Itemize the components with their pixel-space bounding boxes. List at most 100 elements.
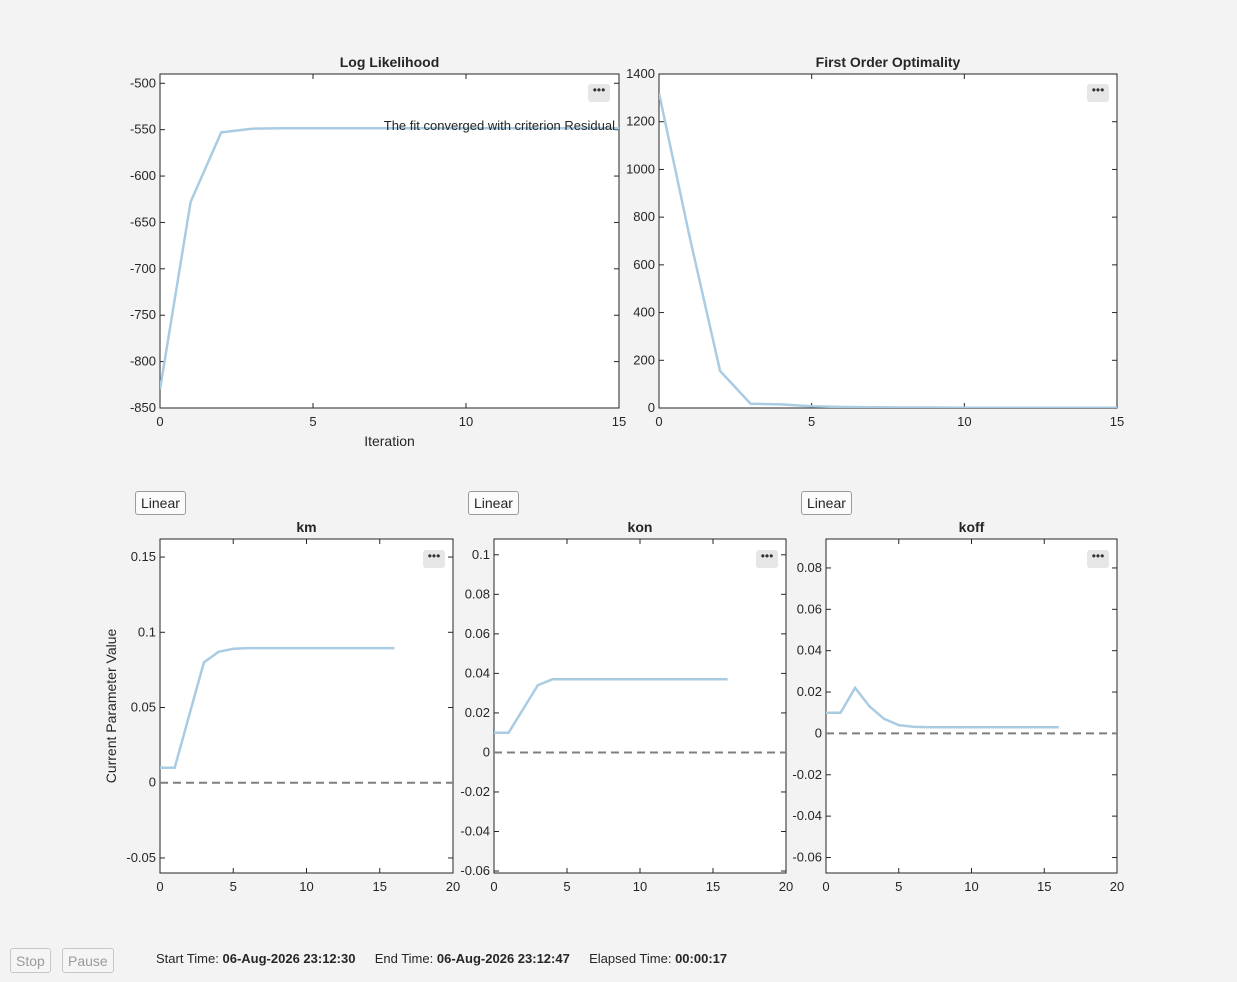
y-tick-label: 1200 — [626, 114, 655, 129]
linear-scale-button-koff[interactable]: Linear — [801, 491, 852, 515]
status-bar: Start Time: 06-Aug-2026 23:12:30 End Tim… — [156, 951, 727, 966]
convergence-annotation: The fit converged with criterion Residua… — [384, 118, 615, 133]
chart-title: km — [296, 519, 316, 535]
y-tick-label: -0.06 — [792, 849, 822, 864]
y-tick-label: -550 — [130, 122, 156, 137]
y-tick-label: 0.1 — [138, 624, 156, 639]
y-tick-label: 0.06 — [465, 626, 490, 641]
chart-title: First Order Optimality — [816, 54, 961, 70]
y-tick-label: 1000 — [626, 161, 655, 176]
series-line — [160, 127, 619, 390]
y-tick-label: 200 — [633, 352, 655, 367]
y-tick-label: 0.05 — [131, 700, 156, 715]
plot-area — [825, 538, 1118, 874]
y-tick-label: 600 — [633, 257, 655, 272]
chart-title: Log Likelihood — [340, 54, 440, 70]
x-tick-label: 5 — [895, 879, 902, 894]
x-tick-label: 5 — [309, 414, 316, 429]
elapsed-time-value: 00:00:17 — [675, 951, 728, 966]
shared-y-axis-label: Current Parameter Value — [103, 628, 119, 783]
axes-loglik: 0 5 10 15 -850 -800 -750 -700 -650 -600 -550 -500 Lo… — [130, 54, 626, 449]
linear-scale-button-kon[interactable]: Linear — [468, 491, 519, 515]
y-tick-label: -0.05 — [126, 850, 156, 865]
y-tick-label: -600 — [130, 168, 156, 183]
series-line — [160, 646, 395, 769]
start-time-label: Start Time: — [156, 951, 219, 966]
x-tick-label: 5 — [808, 414, 815, 429]
chart-title: kon — [628, 519, 653, 535]
ellipsis-icon[interactable]: ••• — [1087, 84, 1109, 102]
axes-optimality: 0 5 10 15 0 200 400 600 800 1000 1200 1400 First Ord… — [626, 54, 1124, 429]
end-time-label: End Time: — [374, 951, 434, 966]
linear-scale-button-km[interactable]: Linear — [135, 491, 186, 515]
y-tick-label: 1400 — [626, 66, 655, 81]
end-time-value: 06-Aug-2026 23:12:47 — [436, 951, 570, 966]
y-tick-label: 400 — [633, 305, 655, 320]
y-tick-label: -0.04 — [792, 808, 822, 823]
y-tick-label: 0.08 — [797, 560, 822, 575]
ellipsis-icon[interactable]: ••• — [423, 550, 445, 568]
y-tick-label: -850 — [130, 400, 156, 415]
y-tick-label: -0.06 — [460, 863, 490, 878]
ellipsis-icon[interactable]: ••• — [1087, 550, 1109, 568]
y-tick-label: 0 — [815, 725, 822, 740]
series-line — [494, 678, 728, 734]
y-tick-label: 0 — [483, 744, 490, 759]
start-time-value: 06-Aug-2026 23:12:30 — [222, 951, 356, 966]
y-tick-label: 0.08 — [465, 586, 490, 601]
y-tick-label: 0.02 — [797, 684, 822, 699]
series-line — [826, 685, 1059, 729]
x-tick-label: 15 — [373, 879, 387, 894]
x-tick-label: 10 — [964, 879, 978, 894]
plot-area — [159, 538, 454, 874]
x-tick-label: 15 — [612, 414, 626, 429]
x-tick-label: 15 — [1110, 414, 1124, 429]
stop-button[interactable]: Stop — [10, 948, 51, 973]
x-tick-label: 15 — [1037, 879, 1051, 894]
y-tick-label: 0.15 — [131, 549, 156, 564]
y-tick-label: 0 — [648, 400, 655, 415]
x-tick-label: 5 — [563, 879, 570, 894]
x-tick-label: 10 — [459, 414, 473, 429]
y-tick-label: -0.04 — [460, 823, 490, 838]
x-tick-label: 0 — [490, 879, 497, 894]
y-tick-label: -700 — [130, 261, 156, 276]
x-tick-label: 0 — [156, 879, 163, 894]
x-tick-label: 20 — [779, 879, 793, 894]
ellipsis-icon[interactable]: ••• — [756, 550, 778, 568]
axes-kon: 0 5 10 15 20 -0.06 -0.04 -0.02 0 0.02 0.04 0.06 0.08… — [460, 519, 793, 894]
y-tick-label: -800 — [130, 354, 156, 369]
chart-title: koff — [959, 519, 985, 535]
y-tick-label: 0.04 — [797, 643, 822, 658]
y-tick-label: 0.06 — [797, 601, 822, 616]
x-tick-label: 5 — [230, 879, 237, 894]
elapsed-time-label: Elapsed Time: — [589, 951, 672, 966]
y-tick-label: -650 — [130, 214, 156, 229]
ellipsis-icon[interactable]: ••• — [588, 84, 610, 102]
x-tick-label: 0 — [156, 414, 163, 429]
series-line — [659, 92, 1117, 408]
pause-button[interactable]: Pause — [62, 948, 114, 973]
x-axis-label: Iteration — [364, 433, 415, 449]
y-tick-label: 0.02 — [465, 705, 490, 720]
plot-area — [658, 73, 1118, 409]
y-tick-label: 0.04 — [465, 665, 490, 680]
x-tick-label: 10 — [957, 414, 971, 429]
x-tick-label: 20 — [1110, 879, 1124, 894]
plot-area — [493, 538, 787, 874]
x-tick-label: 15 — [706, 879, 720, 894]
x-tick-label: 0 — [655, 414, 662, 429]
y-tick-label: -0.02 — [792, 767, 822, 782]
y-tick-label: 0 — [149, 775, 156, 790]
x-tick-label: 20 — [446, 879, 460, 894]
y-tick-label: 0.1 — [472, 547, 490, 562]
y-tick-label: -500 — [130, 75, 156, 90]
x-tick-label: 10 — [633, 879, 647, 894]
y-tick-label: 800 — [633, 209, 655, 224]
x-tick-label: 10 — [299, 879, 313, 894]
y-tick-label: -750 — [130, 307, 156, 322]
y-tick-label: -0.02 — [460, 784, 490, 799]
x-tick-label: 0 — [822, 879, 829, 894]
